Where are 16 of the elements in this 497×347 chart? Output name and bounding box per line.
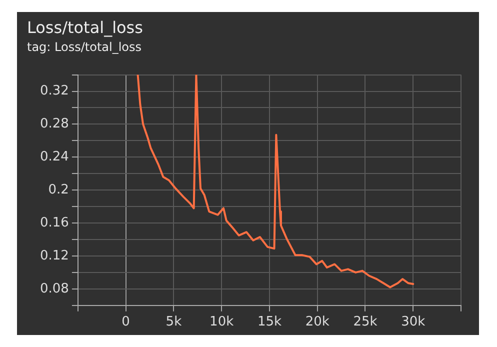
x-tick-label: 30k xyxy=(401,314,426,330)
chart-subtitle: tag: Loss/total_loss xyxy=(27,40,142,54)
y-tick-label: 0.28 xyxy=(40,116,69,132)
x-tick-label: 20k xyxy=(305,314,330,330)
x-tick-label: 0 xyxy=(122,314,130,330)
y-tick-label: 0.32 xyxy=(40,84,69,99)
x-tick-label: 5k xyxy=(166,314,182,330)
y-tick-label: 0.24 xyxy=(40,150,69,165)
y-tick-label: 0.12 xyxy=(40,248,69,264)
x-tick-label: 25k xyxy=(353,314,378,330)
chart-title: Loss/total_loss xyxy=(27,18,143,37)
y-tick-label: 0.08 xyxy=(40,281,69,296)
y-tick-label: 0.2 xyxy=(48,182,69,198)
x-tick-label: 15k xyxy=(257,314,282,330)
x-tick-label: 10k xyxy=(210,314,234,330)
y-tick-label: 0.16 xyxy=(40,215,69,230)
